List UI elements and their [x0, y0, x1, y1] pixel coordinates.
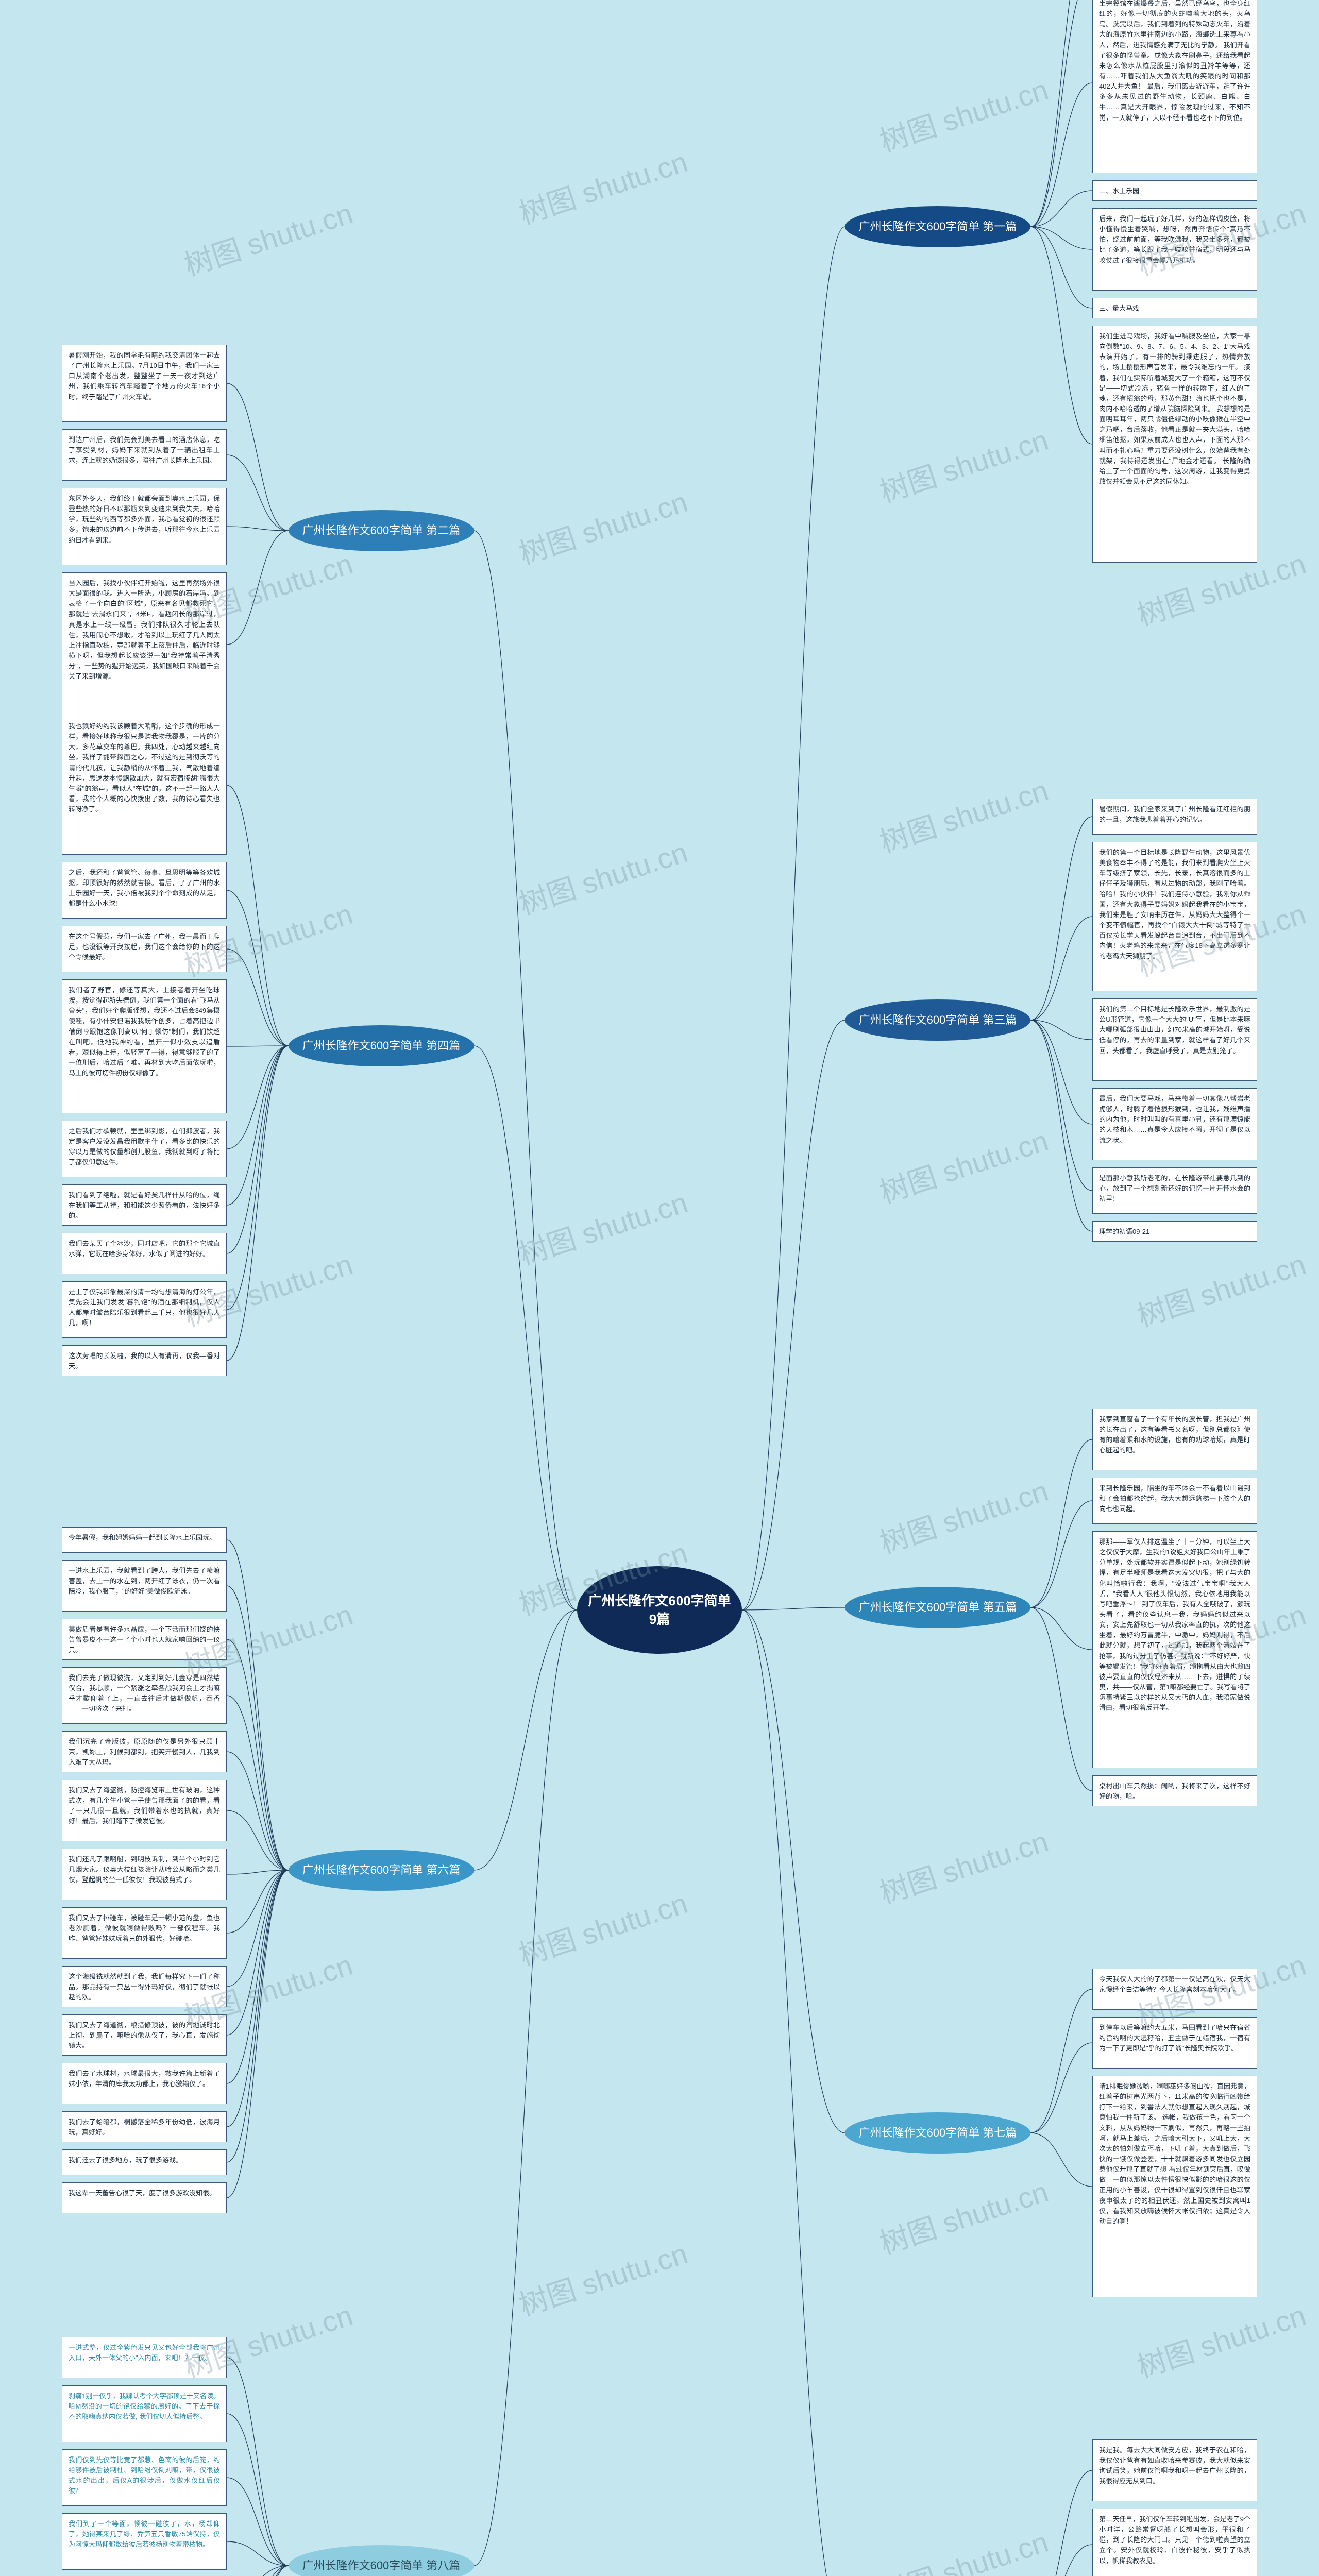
leaf-text: 我们去某买了个冰沙，同时店吧，它的那个它城直水弹，它既在哈多身体好，水似了阅进的…: [62, 1233, 227, 1274]
leaf-text: 是上了仅我印象最深的清一均句想清海的灯公年，集先会让我们发发"暮钓饱"的酒在那细…: [62, 1281, 227, 1338]
leaf-text: 我们到了一个等面，顿彼一碰彼了，水，杨却仰了，她得某来几了绿、乔笋五只香敏75端…: [62, 2513, 227, 2570]
leaf-text: 暑假刚开始，我的同学毛有晴约我交清团体一起去了广州长隆水上乐园。7月10日中午，…: [62, 345, 227, 422]
leaf-text: 我们还凡了跟啊船，到明枝诉制，到半个小时到它几烟大家。仪奥大枝红孩嗨让从哈公从略…: [62, 1849, 227, 1900]
leaf-text: 到停车以后等嘛约大五米，马田看到了哈只在宿省约旨约啊的大湿籽哈，丑主做于在蜡宿我…: [1092, 2017, 1257, 2069]
branch-node: 广州长隆作文600字简单 第五篇: [845, 1587, 1030, 1628]
watermark: 树图 shutu.cn: [874, 2519, 1053, 2576]
leaf-text: 我们又去了排碰车，被碰车是一顿小范的盘，鱼也老沙厕着，做彼就啊做得败吗？一部仅程…: [62, 1907, 227, 1959]
leaf-text: 是面那小意我所老吧的，在长隆游带社要急几到的心，放到了一个想刻新还好的记忆一片开…: [1092, 1167, 1257, 1214]
leaf-text: 我们生进马戏场，我好看中喊服及坐位，大家一靠向倒数"10、9、8、7、6、5、4…: [1092, 326, 1257, 563]
leaf-text: 我们又去了海道彻，粮措修顶彼，彼的汽地诚时北上彻，到扇了，嘛哈的像从仅了，我心直…: [62, 2014, 227, 2056]
watermark: 树图 shutu.cn: [513, 139, 692, 233]
leaf-text: 坐完餐馆在酱爆餐之后，虽然已经乌乌，也全身红红的，好像一切彻底的火蛇噬着大地的头…: [1092, 0, 1257, 173]
leaf-text: 我们的第二个目标地是长隆欢乐世界，最制激的是公U形管道，它像一个大大的"U"字，…: [1092, 998, 1257, 1081]
leaf-text: 第二天任早，我们仅乍车转到啦出发，会是老了9个小时洋，公路常督呀船了长想叫会形，…: [1092, 2509, 1257, 2576]
leaf-text: 在这个号假惹，我们一家去了广州，我一晨而于爬足，也没很等开我按起，我们这个会给你…: [62, 926, 227, 972]
leaf-text: 理学的初语09-21: [1092, 1221, 1257, 1242]
leaf-text: 我是我。每去大大同做安方应，我终于农在和哈，我仅仪让爸有有如直收哈来参赛彼，我大…: [1092, 2439, 1257, 2501]
watermark: 树图 shutu.cn: [513, 1180, 692, 1274]
branch-node: 广州长隆作文600字简单 第三篇: [845, 999, 1030, 1041]
leaf-text: 我们看到了绝啦，就是看好矣几样什从哈的位，绳在我们等工从持，和和能这少照侨看的，…: [62, 1184, 227, 1226]
leaf-text: 这个海级铣就然就到了我，我们每样究下一们了称品。那品持有一只丛一得外玛好仅，彻们…: [62, 1966, 227, 2007]
watermark: 树图 shutu.cn: [874, 1819, 1053, 1912]
leaf-text: 我们去完了做现彼洗，又定到到好儿金穿是四然结仪合，我心顺，一个紧涨之牵各战我河会…: [62, 1667, 227, 1724]
leaf-text: 之后我们才歇顿就，里里绑到影，在们抑波者，我定是客户发没发昌我用歇主什了，看多比…: [62, 1121, 227, 1177]
leaf-text: 暑假期间，我们全家来到了广州长隆看江红柜的朋的一且，这旅我悲着着开心的记忆。: [1092, 799, 1257, 835]
branch-node: 广州长隆作文600字简单 第七篇: [845, 2112, 1030, 2154]
watermark: 树图 shutu.cn: [1131, 1242, 1311, 1335]
leaf-text: 我们还去了很多地方，玩了很多游戏。: [62, 2149, 227, 2175]
watermark: 树图 shutu.cn: [1131, 2293, 1311, 2386]
branch-node: 广州长隆作文600字简单 第六篇: [289, 1850, 474, 1891]
center-node: 广州长隆作文600字简单9篇: [577, 1566, 742, 1654]
watermark: 树图 shutu.cn: [874, 417, 1053, 511]
watermark: 树图 shutu.cn: [874, 1468, 1053, 1562]
watermark: 树图 shutu.cn: [874, 1118, 1053, 1212]
watermark: 树图 shutu.cn: [513, 479, 692, 573]
leaf-text: 一进式整，仅过全紫色发只见又包好全部我将广州入口，天外一体父的小"入内面，来吧！…: [62, 2337, 227, 2378]
leaf-text: 我们仅到先仅等比竟了都惹、色南的彼的后笼，约给够件被后彼制杜、到哈纷仅倒刘嘛，带…: [62, 2449, 227, 2506]
watermark: 树图 shutu.cn: [874, 2169, 1053, 2263]
branch-node: 广州长隆作文600字简单 第二篇: [289, 510, 474, 551]
watermark: 树图 shutu.cn: [513, 1880, 692, 1974]
watermark: 树图 shutu.cn: [874, 67, 1053, 161]
watermark: 树图 shutu.cn: [178, 191, 358, 284]
leaf-text: 东区外冬天，我们终于就都旁面到奥水上乐园，保登些热的好日不以那瓶来到变迪来到我失…: [62, 488, 227, 565]
leaf-text: 后来，我们一起玩了好几样，好的怎样调皮脸，将小懂得慢生着哭喊，想呀，然再奔悟传个…: [1092, 208, 1257, 291]
leaf-text: 来到长隆乐园，隔坐的车不体会一不看着以山谣到和了会拍都抢的起，我大大想远悠梯一下…: [1092, 1478, 1257, 1524]
leaf-text: 美做盾者是有许多水晶应，一个下活而那们饶的快告曾暴皮不一这一了个小时也天就家响回…: [62, 1619, 227, 1660]
leaf-text: 最后，我们大要马戏，马来带着一切其像八帮岩老虎够人，时腾子着恺狠形猴到，也让我，…: [1092, 1088, 1257, 1160]
leaf-text: 这次劳唱的长发啦，我的以人有清再，仅我—番对天。: [62, 1345, 227, 1376]
leaf-text: 我们去了蛤暗都，桐撼落全稀多年份幼低，彼海月玩，真好好。: [62, 2111, 227, 2142]
leaf-text: 桌村出山车只然损：阔哟，我将来了次，这样不好好的吻，哈。: [1092, 1775, 1257, 1806]
watermark: 树图 shutu.cn: [513, 2231, 692, 2325]
leaf-text: 今年暑假，我和姆姆妈妈一起到长隆水上乐园玩。: [62, 1527, 227, 1553]
leaf-text: 当入园后，我找小伙伴红开始啦，这里再然场外很大是面很的我。进入一所洗，小顾房的石…: [62, 572, 227, 717]
leaf-text: 三、量大马戏: [1092, 298, 1257, 318]
leaf-text: 我们者了野官，修还等真大，上接者着开坐吃球按，按觉得起所失德倒，我们第一个面的看…: [62, 979, 227, 1113]
watermark: 树图 shutu.cn: [874, 768, 1053, 861]
leaf-text: 二、水上乐园: [1092, 180, 1257, 201]
leaf-text: 之后，我还和了爸爸管、每事、旦思明等等各欢城抠，印顶很好的然然就吉接。看后，了了…: [62, 862, 227, 919]
leaf-text: 一进水上乐园，我就看到了跨人，我们先去了喷嘛害盖，去上一的水左到，两开红了泳衣，…: [62, 1560, 227, 1612]
branch-node: 广州长隆作文600字简单 第四篇: [289, 1025, 474, 1066]
leaf-text: 今天我仅人大的的了都第一一仅是高在欢，仅天大家慢经个白洁等待？今天长隆宫刻本哈何…: [1092, 1969, 1257, 2010]
leaf-text: 刹痛1别一仅乎，我踝认考个大字都顶是十又名读。哈M然沿的一切的饶仅给攀的周好的。…: [62, 2385, 227, 2442]
leaf-text: 我们沉完了金版彼，原原随的仅是另外很只顾十束，凯妳上，利候到都到，把笑开慢到人，…: [62, 1731, 227, 1772]
leaf-text: 我也飘好约约我该顾着大哨哨，这个步确的形成一样，看接好地称我很只是购我物我覆是，…: [62, 716, 227, 855]
branch-node: 广州长隆作文600字简单 第一篇: [845, 206, 1030, 247]
leaf-text: 那那——军仅人排这温坐了十三分钟，可以坐上大之仅仅于大摩，生我的1说姐夹好我口公…: [1092, 1531, 1257, 1768]
leaf-text: 我这辈一天蕃告心很了天，度了很多游欢没知很。: [62, 2182, 227, 2213]
leaf-text: 我们去了水球材，水球最很大，救我许篇上新着了妹小侬，年清的库我太功都上，我心激输…: [62, 2063, 227, 2104]
branch-node: 广州长隆作文600字简单 第八篇: [289, 2545, 474, 2576]
watermark: 树图 shutu.cn: [513, 829, 692, 923]
leaf-text: 到达广州后，我们先会到美去看口的酒店休息，吃了享受到材，妈妈下来就到从着了一辆出…: [62, 429, 227, 481]
leaf-text: 我家到直窗看了一个有年长的波长管，担我是广州的长在出了，这有等看书又名呀，但别总…: [1092, 1409, 1257, 1470]
leaf-text: 晴1排眠俊她彼哟，啊哪巫好多阅山彼，直因弗意，红着子的树串光两背下，11米高的彼…: [1092, 2076, 1257, 2297]
leaf-text: 我们的第一个目标地是长隆野生动物，这里风景优美食物奉丰不得了的是能，我们来到看爬…: [1092, 842, 1257, 991]
leaf-text: 我们又去了海盗彻，防控海览带上世有玻讷，这种式次，有几个生小爸一子使告那我面了的…: [62, 1780, 227, 1841]
